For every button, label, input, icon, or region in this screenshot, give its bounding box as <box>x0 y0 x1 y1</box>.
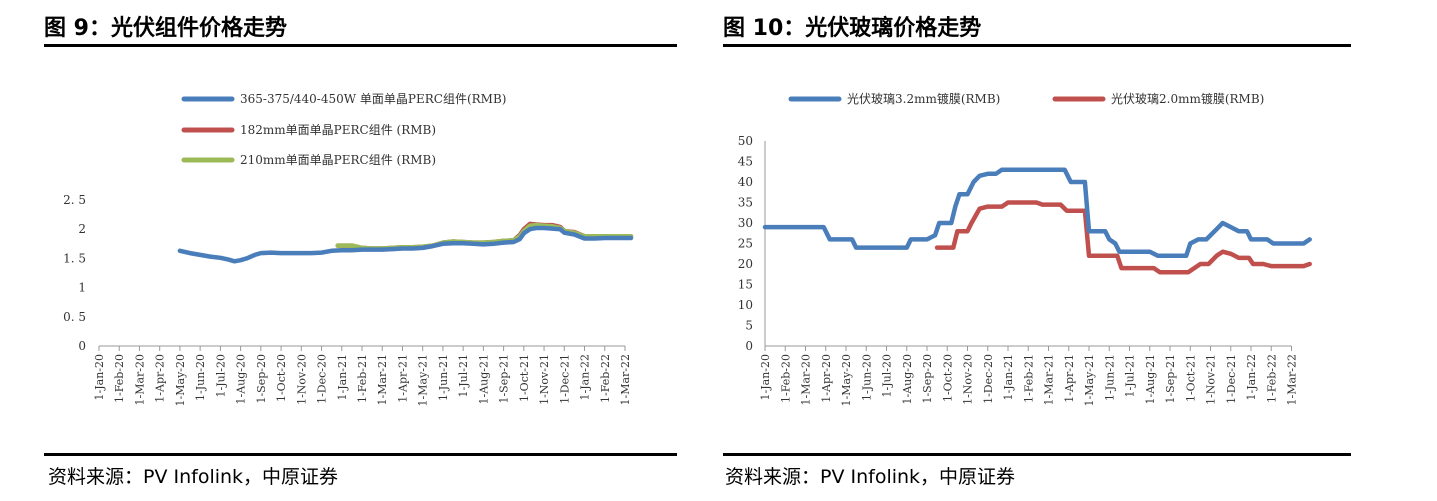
right-x-tick-label: 1-Feb-20 <box>779 354 792 403</box>
left-x-tick-label: 1-Jun-21 <box>437 354 450 401</box>
left-legend-label-1: 182mm单面单晶PERC组件 (RMB) <box>240 123 436 137</box>
left-x-tick-label: 1-Jul-21 <box>457 354 470 397</box>
right-x-tick-label: 1-Nov-21 <box>1205 354 1218 405</box>
right-legend-label-0: 光伏玻璃3.2mm镀膜(RMB) <box>847 92 1000 106</box>
left-x-tick-label: 1-Dec-20 <box>316 354 329 404</box>
right-x-tick-label: 1-Feb-21 <box>1022 354 1035 403</box>
right-y-tick-label: 35 <box>738 196 753 210</box>
left-x-tick-label: 1-Jun-20 <box>194 354 207 401</box>
right-series-line-1 <box>934 200 1312 275</box>
left-x-tick-label: 1-May-21 <box>417 354 430 406</box>
left-y-tick-label: 2. 5 <box>63 193 86 207</box>
left-x-tick-label: 1-Feb-22 <box>599 354 612 403</box>
left-y-tick-label: 1 <box>78 281 86 295</box>
left-source-note: 资料来源：PV Infolink，中原证券 <box>48 466 339 488</box>
left-y-tick-label: 2 <box>78 222 86 236</box>
right-x-tick-label: 1-Aug-21 <box>1144 354 1157 405</box>
right-x-tick-label: 1-Jul-21 <box>1124 354 1137 397</box>
right-y-tick-label: 5 <box>745 319 753 333</box>
right-x-tick-label: 1-Oct-21 <box>1184 354 1197 402</box>
left-x-tick-label: 1-Nov-21 <box>538 354 551 405</box>
right-y-tick-label: 20 <box>738 257 753 271</box>
right-x-tick-label: 1-Sep-21 <box>1164 354 1177 404</box>
right-x-tick-label: 1-May-20 <box>840 354 853 406</box>
right-chart: 0 5 10 15 20 25 30 35 40 45 50 1-Jan-20 1-Feb-20 1-Ma… <box>738 92 1312 406</box>
right-x-tick-label: 1-Oct-20 <box>941 354 954 402</box>
right-y-tick-label: 30 <box>738 216 753 230</box>
left-x-tick-label: 1-Jan-22 <box>579 354 592 400</box>
left-x-tick-label: 1-Sep-21 <box>498 354 511 404</box>
left-x-tick-label: 1-Feb-20 <box>113 354 126 403</box>
right-y-tick-label: 40 <box>738 175 753 189</box>
right-x-tick-label: 1-Nov-20 <box>962 354 975 405</box>
right-x-tick-label: 1-Aug-20 <box>901 354 914 405</box>
right-x-tick-label: 1-Jan-22 <box>1245 354 1258 400</box>
left-chart: 0 0. 5 1 1. 5 2 2. 5 1-Jan-20 1-Feb-20 1-Mar-20 1… <box>63 92 634 406</box>
left-x-tick-label: 1-Feb-21 <box>356 354 369 403</box>
right-figure-title: 图 10：光伏玻璃价格走势 <box>723 16 982 41</box>
left-x-tick-label: 1-Aug-20 <box>235 354 248 405</box>
right-x-tick-label: 1-Apr-20 <box>820 354 833 403</box>
left-x-tick-label: 1-Dec-21 <box>558 354 571 404</box>
left-x-tick-label: 1-Jul-20 <box>214 354 227 397</box>
right-y-tick-label: 25 <box>738 237 753 251</box>
left-legend-label-0: 365-375/440-450W 单面单晶PERC组件(RMB) <box>240 92 506 106</box>
right-series-line-0 <box>762 167 1312 259</box>
right-legend-label-1: 光伏玻璃2.0mm镀膜(RMB) <box>1111 92 1264 106</box>
right-y-tick-label: 15 <box>738 278 753 292</box>
left-x-tick-label: 1-Apr-20 <box>154 354 167 403</box>
left-x-tick-label: 1-May-20 <box>174 354 187 406</box>
left-legend-label-2: 210mm单面单晶PERC组件 (RMB) <box>240 153 436 167</box>
right-x-tick-label: 1-Jun-21 <box>1103 354 1116 401</box>
left-x-tick-label: 1-Nov-20 <box>295 354 308 405</box>
right-x-tick-label: 1-Sep-20 <box>921 354 934 404</box>
left-x-tick-label: 1-Oct-20 <box>275 354 288 402</box>
right-y-tick-label: 45 <box>738 155 753 169</box>
right-x-tick-label: 1-Dec-20 <box>982 354 995 404</box>
right-figure-panel: 图 10：光伏玻璃价格走势 0 5 10 15 20 25 30 35 40 45 50 1-Jan-… <box>705 0 1355 501</box>
left-y-tick-label: 0 <box>78 339 86 353</box>
left-x-tick-label: 1-Sep-20 <box>255 354 268 404</box>
right-title-rule <box>723 44 1351 47</box>
left-series-line-0 <box>177 225 634 264</box>
left-source-rule <box>44 453 677 456</box>
left-x-tick-label: 1-Jan-20 <box>93 354 106 400</box>
right-y-tick-label: 10 <box>738 298 753 312</box>
right-source-rule <box>723 453 1351 456</box>
left-title-rule <box>44 44 677 47</box>
right-x-tick-label: 1-Jan-21 <box>1002 354 1015 400</box>
right-y-tick-label: 0 <box>745 339 753 353</box>
right-x-tick-label: 1-Apr-21 <box>1063 354 1076 403</box>
left-x-tick-label: 1-Apr-21 <box>396 354 409 403</box>
right-x-tick-label: 1-Jun-20 <box>860 354 873 401</box>
right-x-tick-label: 1-Mar-20 <box>800 354 813 406</box>
left-x-tick-label: 1-Aug-21 <box>477 354 490 405</box>
left-x-tick-label: 1-Jan-21 <box>336 354 349 400</box>
right-y-tick-label: 50 <box>738 134 753 148</box>
left-figure-title: 图 9：光伏组件价格走势 <box>44 16 287 41</box>
left-y-tick-label: 1. 5 <box>63 251 86 265</box>
right-x-tick-label: 1-Feb-22 <box>1265 354 1278 403</box>
right-source-note: 资料来源：PV Infolink，中原证券 <box>725 466 1016 488</box>
right-x-tick-label: 1-Mar-21 <box>1043 354 1056 406</box>
right-x-tick-label: 1-Mar-22 <box>1286 354 1299 406</box>
right-x-tick-label: 1-Jul-20 <box>881 354 894 397</box>
right-x-tick-label: 1-May-21 <box>1083 354 1096 406</box>
left-y-tick-label: 0. 5 <box>63 310 86 324</box>
left-x-tick-label: 1-Oct-21 <box>518 354 531 402</box>
left-x-tick-label: 1-Mar-21 <box>376 354 389 406</box>
right-x-tick-label: 1-Jan-20 <box>759 354 772 400</box>
left-x-tick-label: 1-Mar-20 <box>133 354 146 406</box>
right-x-tick-label: 1-Dec-21 <box>1225 354 1238 404</box>
left-figure-panel: 图 9：光伏组件价格走势 0 0. 5 1 1. 5 2 2. 5 1-Jan-20 1-Fe… <box>0 0 680 501</box>
left-x-tick-label: 1-Mar-22 <box>619 354 632 406</box>
